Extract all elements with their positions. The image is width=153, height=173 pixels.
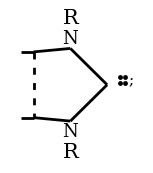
- Text: R: R: [63, 143, 78, 162]
- Text: N: N: [63, 123, 78, 141]
- Text: R: R: [63, 9, 78, 28]
- Text: N: N: [63, 30, 78, 48]
- Text: ;: ;: [128, 74, 133, 88]
